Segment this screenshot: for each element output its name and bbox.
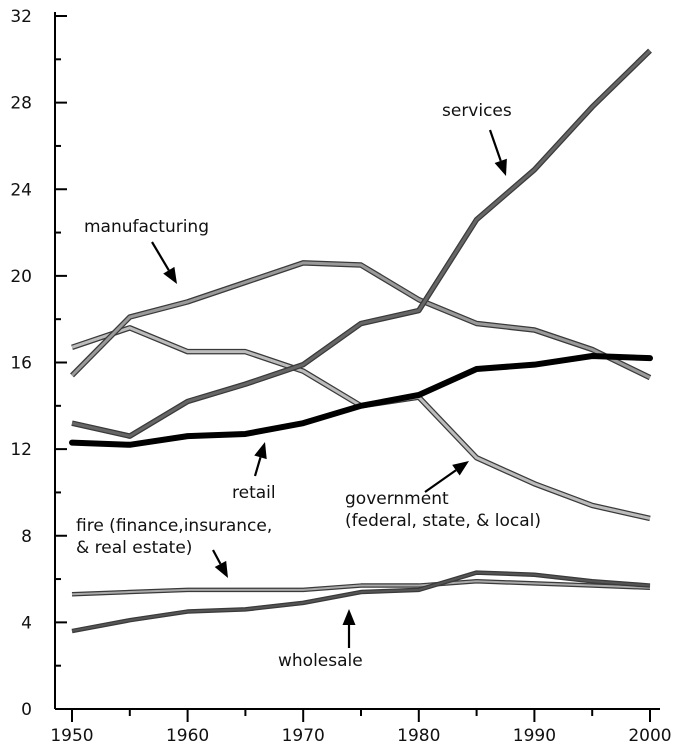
y-tick-label: 8: [21, 527, 32, 547]
annotation-services-line-0: services: [442, 101, 512, 121]
series-line-core-manufacturing: [70, 261, 651, 380]
annotation-government-line-1: (federal, state, & local): [345, 511, 541, 531]
annotation-fire-line-0: fire (finance,insurance,: [76, 516, 272, 536]
retail-arrow: [253, 442, 267, 477]
annotation-wholesale-line-0: wholesale: [278, 651, 363, 671]
series-manufacturing: [70, 260, 652, 381]
y-tick-label: 0: [21, 700, 32, 720]
manufacturing-arrow: [151, 241, 177, 284]
axes: 0 4 8 12 16 20 24 28 32 1950 1960 1970 1980 1990 2000: [10, 7, 671, 745]
y-tick-label: 20: [10, 267, 32, 287]
annotation-labels: services manufacturing retail government(fe…: [76, 101, 541, 671]
x-tick-label: 1960: [166, 726, 209, 745]
x-tick-label: 1990: [513, 726, 556, 745]
series-line-retail: [69, 353, 653, 448]
x-tick-label: 1950: [50, 726, 93, 745]
series-line-core-services: [71, 49, 652, 438]
series-line-core-wholesale: [71, 571, 651, 633]
y-tick-label: 32: [10, 7, 32, 27]
x-tick-label: 1980: [397, 726, 440, 745]
y-tick-label: 28: [10, 94, 32, 114]
y-tick-label: 24: [10, 180, 32, 200]
annotation-retail-line-0: retail: [232, 483, 276, 503]
series-line-wholesale: [71, 570, 651, 634]
x-tick-label: 1970: [282, 726, 325, 745]
series-line-services: [71, 48, 652, 439]
series-services: [71, 48, 652, 439]
series-retail: [69, 353, 653, 448]
x-tick-label: 2000: [628, 726, 671, 745]
series-line-core-fire: [71, 580, 651, 596]
y-tick-label: 12: [10, 440, 32, 460]
annotation-manufacturing-line-0: manufacturing: [84, 217, 209, 237]
series-fire: [71, 578, 651, 597]
services-arrow: [488, 129, 507, 176]
annotation-government-line-0: government: [345, 489, 449, 509]
series-wholesale: [71, 570, 651, 634]
annotation-fire-line-1: & real estate): [76, 538, 192, 558]
annotation-arrows: [151, 129, 507, 648]
wholesale-arrow: [342, 609, 356, 648]
y-tick-label: 16: [10, 354, 32, 374]
series-layer: [69, 48, 653, 634]
government-arrow: [424, 461, 469, 493]
y-tick-label: 4: [21, 613, 32, 633]
fire-arrow: [212, 549, 228, 578]
